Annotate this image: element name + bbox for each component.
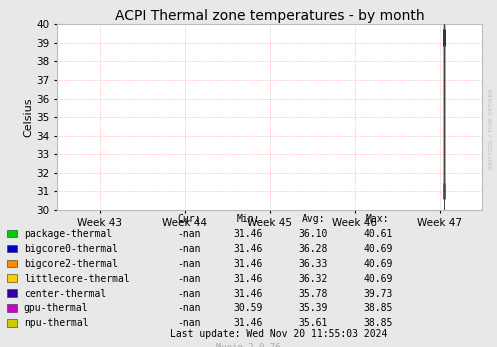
Text: 35.78: 35.78 (298, 289, 328, 298)
Text: Last update: Wed Nov 20 11:55:03 2024: Last update: Wed Nov 20 11:55:03 2024 (169, 329, 387, 339)
Text: 39.73: 39.73 (363, 289, 393, 298)
Text: 31.46: 31.46 (234, 229, 263, 239)
Text: Avg:: Avg: (301, 214, 325, 224)
Text: 40.61: 40.61 (363, 229, 393, 239)
Text: 36.10: 36.10 (298, 229, 328, 239)
Text: 40.69: 40.69 (363, 259, 393, 269)
Text: 36.33: 36.33 (298, 259, 328, 269)
Text: -nan: -nan (177, 289, 201, 298)
Text: -nan: -nan (177, 274, 201, 283)
Text: -nan: -nan (177, 244, 201, 254)
Text: package-thermal: package-thermal (24, 229, 112, 239)
Text: Max:: Max: (366, 214, 390, 224)
Text: 31.46: 31.46 (234, 289, 263, 298)
Y-axis label: Celsius: Celsius (23, 98, 33, 137)
Text: Cur:: Cur: (177, 214, 201, 224)
Text: gpu-thermal: gpu-thermal (24, 304, 88, 313)
Text: 38.85: 38.85 (363, 319, 393, 328)
Text: 36.28: 36.28 (298, 244, 328, 254)
Text: 31.46: 31.46 (234, 274, 263, 283)
Text: 30.59: 30.59 (234, 304, 263, 313)
Text: npu-thermal: npu-thermal (24, 319, 88, 328)
Text: 31.46: 31.46 (234, 319, 263, 328)
Text: 38.85: 38.85 (363, 304, 393, 313)
Text: -nan: -nan (177, 319, 201, 328)
Text: bigcore2-thermal: bigcore2-thermal (24, 259, 118, 269)
Title: ACPI Thermal zone temperatures - by month: ACPI Thermal zone temperatures - by mont… (115, 9, 424, 23)
Text: -nan: -nan (177, 229, 201, 239)
Text: 35.39: 35.39 (298, 304, 328, 313)
Text: Munin 2.0.76: Munin 2.0.76 (216, 343, 281, 347)
Text: bigcore0-thermal: bigcore0-thermal (24, 244, 118, 254)
Text: 31.46: 31.46 (234, 259, 263, 269)
Text: center-thermal: center-thermal (24, 289, 106, 298)
Text: Min:: Min: (237, 214, 260, 224)
Text: 40.69: 40.69 (363, 274, 393, 283)
Text: littlecore-thermal: littlecore-thermal (24, 274, 130, 283)
Text: RRDTOOL / TOBI OETIKER: RRDTOOL / TOBI OETIKER (489, 88, 494, 169)
Text: 36.32: 36.32 (298, 274, 328, 283)
Text: 31.46: 31.46 (234, 244, 263, 254)
Text: -nan: -nan (177, 304, 201, 313)
Text: 35.61: 35.61 (298, 319, 328, 328)
Text: 40.69: 40.69 (363, 244, 393, 254)
Text: -nan: -nan (177, 259, 201, 269)
